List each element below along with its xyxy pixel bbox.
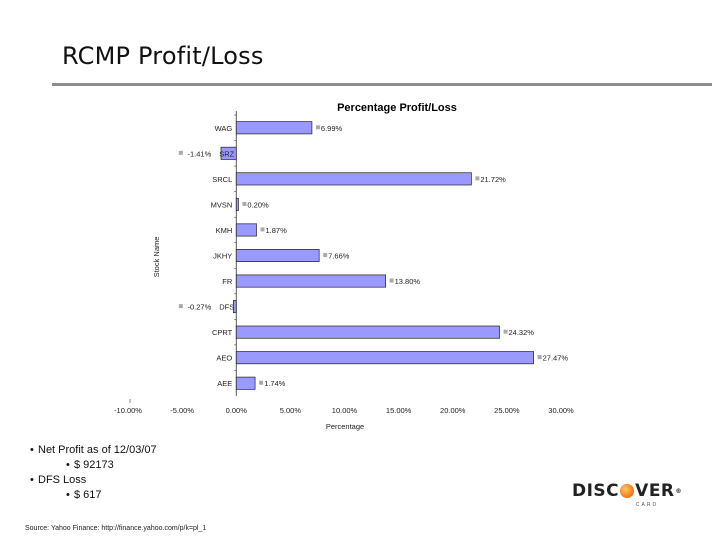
bullet-item: • $ 92173	[66, 459, 114, 471]
category-label: JKHY	[213, 252, 232, 261]
value-label: 27.47%	[543, 354, 569, 363]
category-label: AEE	[217, 379, 232, 388]
value-label: 21.72%	[480, 175, 506, 184]
logo-subtext: CARD	[635, 502, 659, 508]
value-label: 24.32%	[509, 328, 535, 337]
bullet-text: $ 617	[74, 489, 102, 501]
bar-srcl	[235, 172, 472, 186]
x-tick-label: 0.00%	[226, 406, 248, 415]
value-label: -0.27%	[187, 303, 211, 312]
category-label: FR	[222, 277, 233, 286]
logo-wordmark: DISC VER ®	[572, 481, 682, 501]
x-tick-label: -5.00%	[170, 406, 194, 415]
title-divider	[52, 83, 712, 86]
x-tick-label: 5.00%	[280, 406, 302, 415]
profit-loss-chart: Percentage Profit/Loss Stock Name Percen…	[114, 102, 574, 431]
category-label: KMH	[216, 226, 233, 235]
value-marker-icon	[503, 329, 508, 334]
bar-fr	[235, 274, 386, 288]
bar-kmh	[235, 223, 257, 237]
category-label: SRZ	[219, 149, 234, 158]
y-axis-label: Stock Name	[152, 237, 161, 278]
bullet-list: • Net Profit as of 12/03/07 • $ 92173 • DFS…	[30, 443, 157, 503]
bar-srz	[220, 146, 237, 160]
x-tick-label: 25.00%	[494, 406, 520, 415]
bullet-item: • Net Profit as of 12/03/07	[30, 444, 157, 456]
bar-aee	[235, 376, 256, 390]
value-marker-icon	[260, 227, 265, 232]
value-marker-icon	[475, 176, 480, 181]
x-axis-label: Percentage	[326, 422, 364, 431]
x-tick-label: 30.00%	[548, 406, 574, 415]
bullet-item: • $ 617	[66, 489, 102, 501]
value-marker-icon	[259, 380, 264, 385]
x-tick-label: 10.00%	[332, 406, 358, 415]
logo-trademark: ®	[675, 487, 683, 495]
value-label: 1.74%	[264, 379, 286, 388]
value-marker-icon	[242, 201, 247, 206]
bar-jkhy	[235, 249, 320, 262]
value-marker-icon	[389, 278, 394, 283]
x-tick-label: 15.00%	[386, 406, 412, 415]
category-label: SRCL	[212, 175, 232, 184]
bullet-text: $ 92173	[74, 459, 114, 471]
slide-title: RCMP Profit/Loss	[62, 42, 264, 70]
x-tick-label: -10.00%	[114, 406, 142, 415]
category-label: WAG	[215, 124, 233, 133]
value-label: 7.66%	[328, 252, 350, 261]
bullet-item: • DFS Loss	[30, 474, 87, 486]
x-tick-label: 20.00%	[440, 406, 466, 415]
bar-wag	[235, 121, 313, 135]
bullet-text: DFS Loss	[38, 474, 87, 486]
bar-cprt	[235, 325, 500, 339]
value-marker-icon	[537, 355, 542, 360]
category-label: DFS	[219, 303, 234, 312]
value-label: 0.20%	[247, 200, 269, 209]
logo-text-part2: VER	[635, 481, 675, 501]
category-label: MVSN	[211, 200, 233, 209]
category-label: AEO	[216, 354, 232, 363]
discover-card-logo: DISC VER ® CARD	[572, 481, 682, 508]
value-marker-icon	[178, 150, 183, 155]
value-marker-icon	[178, 304, 183, 309]
source-note: Source: Yahoo Finance: http://finance.ya…	[25, 525, 207, 532]
value-label: 1.87%	[265, 226, 287, 235]
bullet-text: Net Profit as of 12/03/07	[38, 444, 157, 456]
value-label: -1.41%	[187, 149, 211, 158]
bar-aeo	[235, 351, 534, 365]
value-label: 13.80%	[395, 277, 421, 286]
bar-dfs	[232, 300, 237, 314]
chart-title: Percentage Profit/Loss	[337, 102, 457, 114]
bar-mvsn	[235, 197, 239, 211]
category-label: CPRT	[212, 328, 233, 337]
logo-orange-circle-icon	[620, 484, 635, 498]
logo-text-part1: DISC	[572, 481, 620, 501]
value-marker-icon	[315, 125, 320, 130]
value-label: 6.99%	[321, 124, 343, 133]
value-marker-icon	[323, 253, 328, 257]
